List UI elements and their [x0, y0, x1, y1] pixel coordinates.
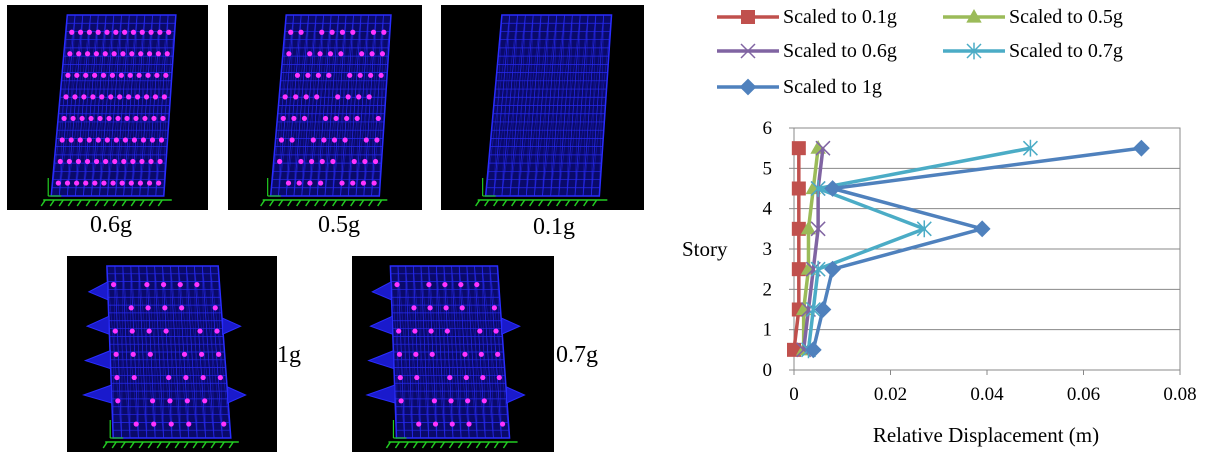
story-displacement-chart: 0 1 2 3 4 5 6 0 0.02 0.04 0.06 0.08 Story Relative … — [660, 110, 1210, 454]
y-axis-label: Story — [682, 237, 728, 261]
data-point — [792, 141, 806, 155]
deformed-shape-figure — [228, 5, 422, 210]
base-supports — [261, 200, 388, 206]
wall-bulge — [369, 351, 394, 369]
y-tick-label: 5 — [763, 158, 773, 179]
y-tick-label: 2 — [763, 279, 773, 300]
y-tick-label: 1 — [763, 320, 773, 341]
y-tick-label: 4 — [763, 199, 773, 220]
deformed-shape-panel-0.7g — [352, 256, 554, 452]
legend-label: Scaled to 0.5g — [1009, 6, 1123, 29]
wall-bulge — [223, 318, 241, 334]
base-supports — [386, 442, 517, 448]
wall-bulge — [367, 385, 395, 403]
wall-bulge — [89, 282, 108, 300]
panel-caption: 0.6g — [90, 212, 132, 239]
legend-swatch — [941, 41, 1007, 61]
legend-marker — [741, 10, 755, 24]
legend-label: Scaled to 0.7g — [1009, 40, 1123, 63]
data-point — [792, 182, 806, 196]
panel-caption: 1g — [277, 342, 301, 369]
legend-label: Scaled to 0.1g — [783, 6, 897, 29]
base-supports — [476, 200, 608, 206]
legend-label: Scaled to 1g — [783, 76, 882, 99]
data-point — [815, 301, 832, 318]
legend-marker — [740, 79, 757, 96]
chart-legend: Scaled to 0.1g Scaled to 0.5g Scaled to … — [715, 0, 1195, 110]
y-tick-label: 6 — [763, 118, 773, 139]
legend-swatch — [941, 7, 1007, 27]
wall-bulge — [84, 385, 112, 403]
y-tick-label: 0 — [763, 360, 773, 381]
legend-item-0.6g: Scaled to 0.6g — [715, 36, 897, 66]
deformed-shape-figure — [441, 5, 644, 210]
grid-lines — [794, 128, 1180, 370]
panel-caption: 0.5g — [318, 212, 360, 239]
base-supports — [103, 442, 239, 448]
x-tick-label: 0.02 — [874, 384, 907, 405]
data-point — [1133, 140, 1150, 157]
deformed-shape-panel-0.6g — [7, 5, 208, 210]
x-tick-label: 0.08 — [1163, 384, 1196, 405]
x-tick-label: 0 — [789, 384, 799, 405]
wall-bulge — [371, 316, 393, 334]
legend-item-0.7g: Scaled to 0.7g — [941, 36, 1123, 66]
wall-bulge — [228, 387, 246, 403]
tick-labels: 0 1 2 3 4 5 6 0 0.02 0.04 0.06 0.08 — [763, 118, 1197, 405]
deformed-shape-panel-1g — [67, 256, 277, 452]
deformed-shape-panel-0.5g — [228, 5, 422, 210]
x-tick-label: 0.06 — [1067, 384, 1100, 405]
x-tick-label: 0.04 — [970, 384, 1004, 405]
legend-swatch — [715, 7, 781, 27]
y-tick-label: 3 — [763, 239, 773, 260]
legend-item-1g: Scaled to 1g — [715, 72, 882, 102]
wall-bulge — [502, 318, 520, 334]
legend-item-0.5g: Scaled to 0.5g — [941, 2, 1123, 32]
x-axis-label: Relative Displacement (m) — [873, 423, 1099, 447]
deformed-shape-figure — [352, 256, 554, 452]
wall-bulge — [372, 282, 391, 300]
legend-item-0.1g: Scaled to 0.1g — [715, 2, 897, 32]
data-point — [974, 220, 991, 237]
panel-caption: 0.7g — [556, 342, 598, 369]
legend-label: Scaled to 0.6g — [783, 40, 897, 63]
deformed-shape-panel-0.1g — [441, 5, 644, 210]
legend-swatch — [715, 77, 781, 97]
wall-bulge — [507, 387, 525, 403]
panel-caption: 0.1g — [533, 214, 575, 241]
legend-swatch — [715, 41, 781, 61]
base-supports — [41, 200, 172, 206]
wall-bulge — [87, 316, 109, 334]
deformed-shape-figure — [67, 256, 277, 452]
wall-bulge — [85, 351, 110, 369]
deformed-shape-figure — [7, 5, 208, 210]
